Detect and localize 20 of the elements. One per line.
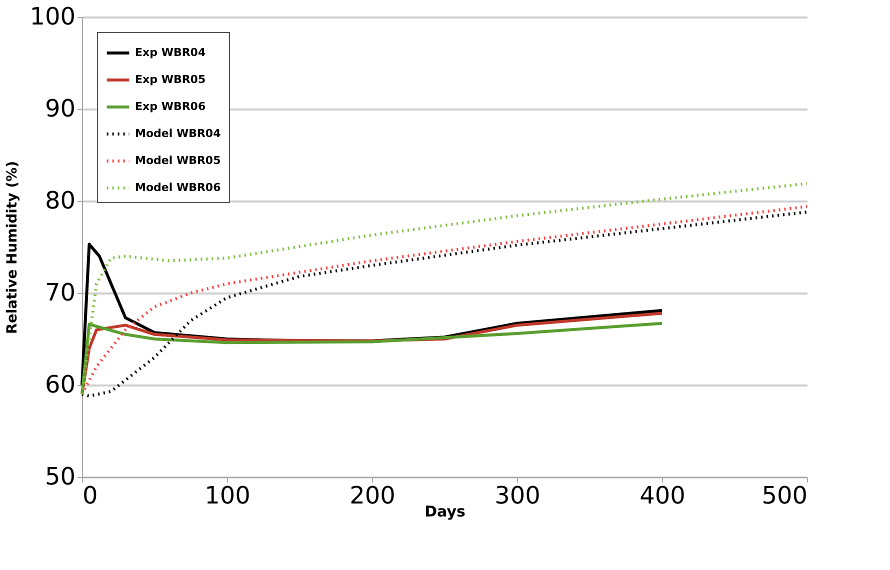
- x-tick-label: 0: [82, 482, 98, 510]
- x-tick-label: 500: [762, 482, 808, 510]
- x-tick-label: 100: [204, 482, 250, 510]
- legend-label: Model WBR06: [135, 181, 222, 194]
- x-tick-label: 400: [640, 482, 686, 510]
- y-tick-label: 100: [30, 2, 76, 30]
- legend-label: Exp WBR05: [135, 73, 206, 86]
- x-tick-label: 200: [350, 482, 396, 510]
- legend-label: Model WBR04: [135, 127, 222, 140]
- y-tick-label: 90: [44, 94, 76, 122]
- y-axis-title: Relative Humidity (%): [4, 161, 21, 334]
- x-tick-label: 300: [494, 482, 540, 510]
- y-tick-label: 80: [44, 186, 76, 214]
- x-axis-title: Days: [424, 502, 466, 520]
- legend-label: Exp WBR04: [135, 46, 206, 59]
- legend-label: Exp WBR06: [135, 100, 206, 113]
- legend-label: Model WBR05: [135, 154, 221, 167]
- y-tick-label: 60: [44, 370, 76, 398]
- y-tick-label: 50: [44, 462, 76, 490]
- y-tick-label: 70: [44, 278, 76, 306]
